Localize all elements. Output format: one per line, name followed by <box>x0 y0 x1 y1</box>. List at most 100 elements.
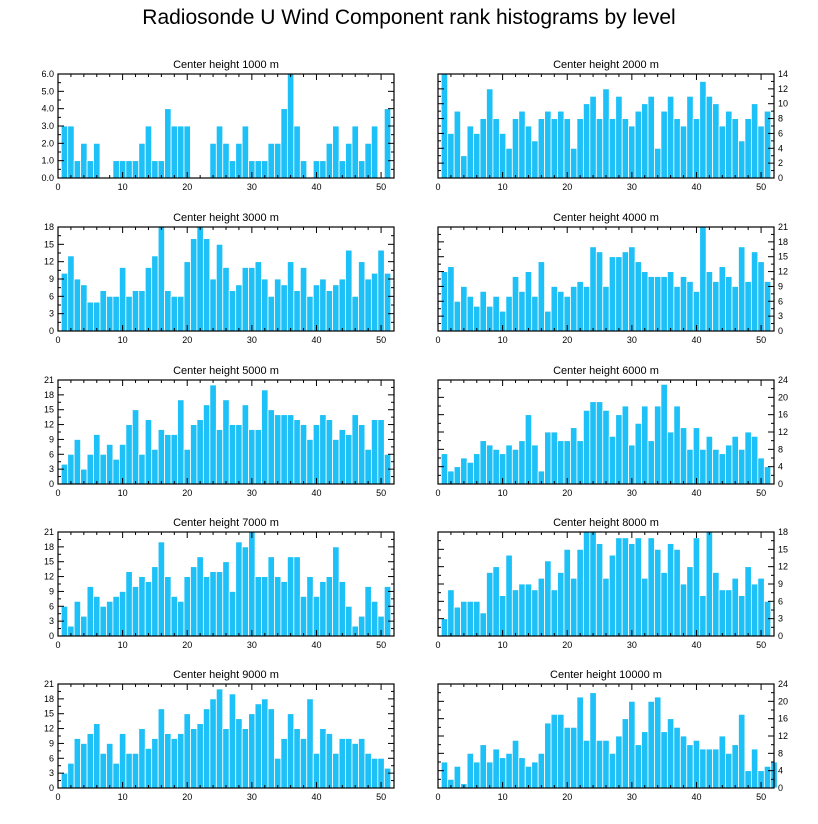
y-tick-label: 6.0 <box>41 69 54 79</box>
histogram-bar <box>125 571 133 637</box>
histogram-bar <box>699 595 707 637</box>
histogram-bar <box>183 713 191 789</box>
histogram-bar <box>306 698 314 789</box>
histogram-bar <box>647 537 655 637</box>
histogram-bar <box>628 246 636 332</box>
histogram-bar <box>699 448 707 485</box>
histogram-bar <box>299 595 308 637</box>
histogram-bar <box>647 95 655 179</box>
histogram-bar <box>209 571 217 637</box>
histogram-bar <box>170 738 178 789</box>
histogram-bar <box>151 255 159 332</box>
histogram-bar <box>602 409 610 485</box>
histogram-bar <box>731 118 739 179</box>
x-tick-label: 20 <box>562 640 572 650</box>
histogram-bar <box>332 284 340 332</box>
x-tick-label: 30 <box>627 335 637 345</box>
histogram-bar <box>241 728 250 789</box>
histogram-bar <box>750 583 759 637</box>
histogram-bar <box>621 537 630 637</box>
histogram-bar <box>492 118 500 179</box>
y-tick-label: 3 <box>49 616 54 626</box>
y-tick-label: 12 <box>778 84 788 94</box>
histogram-bar <box>364 586 372 637</box>
histogram-bar <box>280 581 288 637</box>
histogram-bar <box>131 586 140 637</box>
histogram-bar <box>563 726 571 789</box>
histogram-bar <box>235 142 243 179</box>
y-tick-label: 0 <box>778 173 783 183</box>
x-tick-label: 30 <box>627 792 637 802</box>
histogram-bar <box>164 108 172 179</box>
histogram-bar <box>595 401 604 485</box>
histogram-bar <box>164 733 172 789</box>
histogram-bar <box>628 125 636 179</box>
histogram-bar <box>550 589 558 637</box>
histogram-bar <box>86 301 94 332</box>
histogram-bar <box>763 765 772 789</box>
histogram-bar <box>170 125 178 179</box>
histogram-bar <box>312 284 321 332</box>
histogram-bar <box>615 537 623 637</box>
histogram-bar <box>190 566 198 637</box>
histogram-bar <box>67 255 75 332</box>
histogram-bar <box>241 125 250 179</box>
histogram-bar <box>73 600 82 637</box>
histogram-bar <box>686 744 694 789</box>
histogram-bar <box>299 424 308 485</box>
histogram-bar <box>641 405 649 485</box>
histogram-bar <box>654 548 662 637</box>
histogram-bar <box>712 281 720 332</box>
y-tick-label: 6 <box>49 291 54 301</box>
histogram-bar <box>660 572 668 637</box>
y-tick-label: 15 <box>778 252 788 262</box>
histogram-bar <box>757 577 765 637</box>
histogram-bar <box>524 271 533 332</box>
y-tick-label: 6 <box>778 128 783 138</box>
histogram-bar <box>750 435 759 485</box>
histogram-bar <box>705 95 714 179</box>
histogram-bar <box>254 576 262 637</box>
histogram-bar <box>144 419 153 485</box>
x-tick-label: 50 <box>756 335 766 345</box>
histogram-bar <box>498 133 507 179</box>
histogram-bar <box>170 595 178 637</box>
histogram-bar <box>570 577 578 637</box>
histogram-bar <box>666 431 675 485</box>
x-tick-label: 20 <box>182 182 192 192</box>
histogram-bar <box>563 118 571 179</box>
histogram-bar <box>731 286 739 332</box>
histogram-bar <box>157 541 166 637</box>
y-tick-label: 8 <box>778 444 783 454</box>
y-tick-label: 4 <box>778 143 783 153</box>
histogram-bar <box>505 444 513 485</box>
histogram-bar <box>261 698 269 789</box>
histogram-bar <box>93 434 101 485</box>
histogram-panel-7: Center height 7000 m 0 10 20 30 40 50 0 3 6 9 12 15 1… <box>44 517 395 650</box>
y-tick-label: 16 <box>778 714 788 724</box>
x-tick-label: 40 <box>311 182 321 192</box>
histogram-bar <box>744 566 752 637</box>
histogram-bar <box>345 142 353 179</box>
histogram-bar <box>112 762 120 789</box>
histogram-bar <box>215 688 224 789</box>
histogram-bar <box>660 731 668 789</box>
x-tick-label: 30 <box>247 335 257 345</box>
y-tick-label: 12 <box>778 267 788 277</box>
histogram-bar <box>479 612 487 637</box>
histogram-bar <box>595 118 604 179</box>
histogram-bar <box>383 767 392 789</box>
histogram-bar <box>744 118 752 179</box>
histogram-bar <box>370 125 379 179</box>
histogram-bar <box>589 531 597 637</box>
y-tick-label: 21 <box>44 375 54 385</box>
histogram-bar <box>666 95 675 179</box>
x-tick-label: 0 <box>55 488 60 498</box>
histogram-bar <box>686 281 694 332</box>
histogram-bar <box>345 434 353 485</box>
histogram-bar <box>222 561 230 637</box>
histogram-bar <box>370 272 379 332</box>
histogram-bar <box>377 249 385 332</box>
y-tick-label: 9 <box>49 586 54 596</box>
y-tick-label: 5.0 <box>41 86 54 96</box>
